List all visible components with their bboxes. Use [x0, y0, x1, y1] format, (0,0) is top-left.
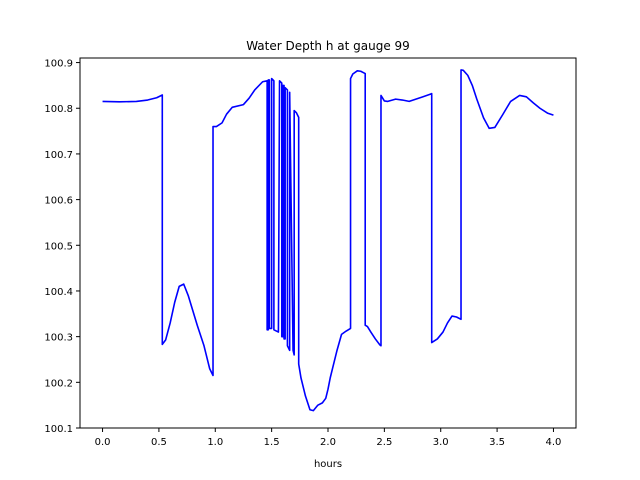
x-axis-label: hours — [314, 459, 342, 470]
y-tick-label: 100.8 — [44, 104, 73, 115]
y-tick-label: 100.9 — [44, 59, 73, 70]
y-tick-label: 100.4 — [44, 287, 73, 298]
y-tick-label: 100.7 — [44, 150, 73, 161]
x-tick-label: 3.5 — [489, 437, 505, 448]
chart-title: Water Depth h at gauge 99 — [246, 39, 410, 53]
x-tick-label: 2.0 — [320, 437, 336, 448]
y-tick-label: 100.5 — [44, 241, 73, 252]
y-tick-label: 100.3 — [44, 333, 73, 344]
x-tick-label: 0.5 — [151, 437, 167, 448]
series-line-0 — [102, 69, 554, 412]
x-tick-label: 2.5 — [376, 437, 392, 448]
x-tick-label: 1.0 — [207, 437, 223, 448]
x-tick-label: 3.0 — [433, 437, 449, 448]
y-axis-ticks: 100.1 100.2 100.3 100.4 100.5 100.6 100.7 100.8… — [44, 59, 80, 435]
x-axis-ticks: 0.0 0.5 1.0 1.5 2.0 2.5 3.0 3.5 4.0 — [95, 428, 562, 448]
x-tick-label: 1.5 — [264, 437, 280, 448]
x-tick-label: 0.0 — [95, 437, 111, 448]
plot-frame — [79, 57, 577, 429]
y-tick-label: 100.2 — [44, 378, 73, 389]
x-tick-label: 4.0 — [546, 437, 562, 448]
y-tick-label: 100.6 — [44, 196, 73, 207]
series-layer — [102, 69, 554, 412]
y-tick-label: 100.1 — [44, 424, 73, 435]
